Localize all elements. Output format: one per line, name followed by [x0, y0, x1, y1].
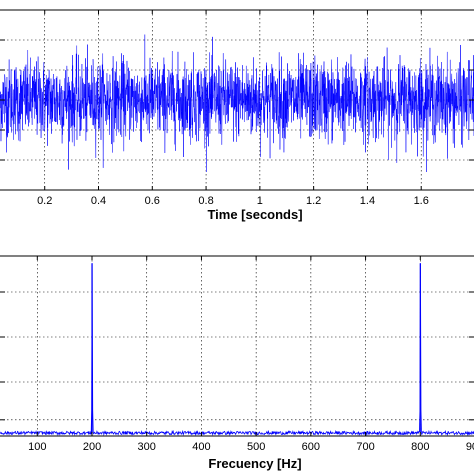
top-tick-label: 1	[257, 195, 263, 207]
frequency-domain-plot: 100 200 300 400 500 600 700 800 900 Frecuency [H…	[0, 255, 474, 471]
top-tick-label: 1.6	[414, 195, 429, 207]
bottom-tick-label: 100	[28, 441, 46, 453]
bottom-tick-label: 800	[411, 441, 429, 453]
top-tick-label: 1.4	[360, 195, 375, 207]
top-tick-label: 1.2	[306, 195, 321, 207]
bottom-tick-label: 500	[247, 441, 265, 453]
spectrum-series	[0, 263, 474, 437]
top-tick-label: 0.4	[91, 195, 106, 207]
bottom-plot-frame	[0, 255, 474, 437]
bottom-tick-label: 700	[356, 441, 374, 453]
top-x-axis-label: Time [seconds]	[207, 207, 302, 222]
bottom-gridlines	[0, 256, 474, 436]
spectrum-line	[0, 263, 474, 437]
bottom-tick-label: 600	[302, 441, 320, 453]
top-tick-label: 0.2	[37, 195, 52, 207]
bottom-tick-label: 900	[466, 441, 474, 453]
top-tick-label: 0.6	[145, 195, 160, 207]
bottom-tick-label: 400	[192, 441, 210, 453]
bottom-x-axis-label: Frecuency [Hz]	[208, 456, 301, 471]
top-tick-label: 0.8	[198, 195, 213, 207]
bottom-tick-label: 200	[83, 441, 101, 453]
time-domain-plot: 0.2 0.4 0.6 0.8 1 1.2 1.4 1.6 Time [seconds]	[0, 9, 474, 222]
time-signal-series	[0, 34, 474, 173]
time-signal-line	[0, 34, 474, 173]
bottom-x-ticks: 100 200 300 400 500 600 700 800 900	[0, 256, 474, 453]
top-plot-frame	[0, 9, 474, 191]
top-x-ticks: 0.2 0.4 0.6 0.8 1 1.2 1.4 1.6	[0, 10, 474, 207]
bottom-tick-label: 300	[138, 441, 156, 453]
